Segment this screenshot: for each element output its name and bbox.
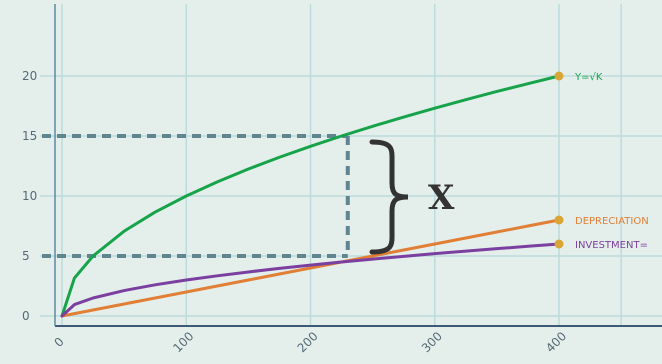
series-end-dot-2	[554, 239, 564, 249]
series-label-2: INVESTMENT=	[575, 240, 648, 251]
y-tick-label-4: 20	[22, 69, 37, 83]
series-label-1: DEPRECIATION	[575, 216, 649, 227]
series-label-0: Y=√K	[574, 72, 603, 83]
curly-brace-icon	[369, 139, 409, 255]
y-tick-label-0: 0	[22, 309, 30, 323]
x-tick-label-2: 200	[295, 329, 321, 355]
axes	[54, 4, 662, 327]
y-tick-label-3: 15	[22, 129, 37, 143]
y-tick-label-2: 10	[22, 189, 37, 203]
series-line-2	[60, 242, 561, 318]
x-tick-label-3: 300	[419, 329, 445, 355]
series-group	[60, 71, 564, 318]
y-tick-label-1: 5	[22, 249, 30, 263]
grid	[40, 4, 662, 326]
series-labels: Y=√K DEPRECIATION INVESTMENT=	[574, 72, 649, 251]
x-tick-label-4: 400	[543, 329, 569, 355]
series-line-0	[60, 74, 561, 318]
series-end-dot-1	[554, 215, 564, 225]
bracket-annotation: X	[369, 139, 455, 255]
x-tick-label-1: 100	[170, 329, 196, 355]
x-tick-label-0: 0	[52, 335, 67, 350]
series-line-1	[60, 218, 561, 318]
series-end-dot-0	[554, 71, 564, 81]
annotation-label: X	[428, 178, 455, 218]
